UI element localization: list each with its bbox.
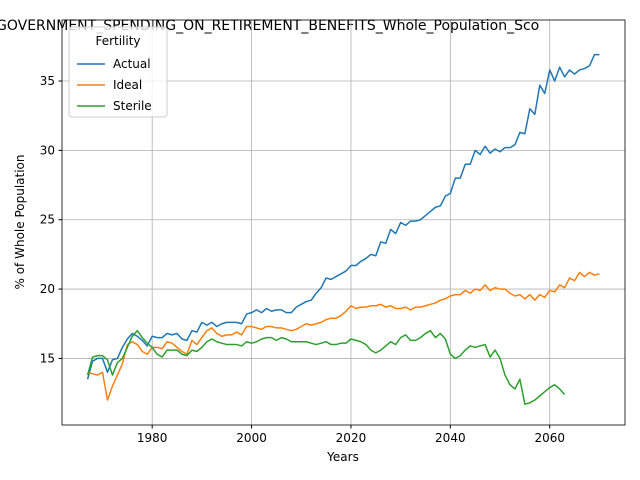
- legend-title: Fertility: [95, 34, 140, 48]
- y-tick-label: 25: [40, 213, 55, 227]
- legend-label: Actual: [113, 57, 151, 71]
- legend-label: Sterile: [113, 99, 152, 113]
- x-tick-label: 1980: [137, 431, 168, 445]
- legend-box: [68, 26, 168, 118]
- x-axis-label: Years: [326, 450, 359, 464]
- y-axis-label: % of Whole Population: [13, 155, 27, 290]
- x-tick-label: 2020: [336, 431, 367, 445]
- y-tick-label: 30: [40, 143, 55, 157]
- x-tick-label: 2000: [236, 431, 267, 445]
- line-series: [87, 271, 600, 401]
- x-tick-label: 2040: [435, 431, 466, 445]
- y-tick-label: 35: [40, 74, 55, 88]
- line-series: [86, 53, 600, 380]
- legend-label: Ideal: [113, 78, 142, 92]
- line-series: [86, 329, 566, 405]
- legend: Fertility Actual Ideal Sterile: [68, 26, 168, 118]
- plot-frame: [61, 19, 626, 426]
- y-tick-label: 15: [40, 351, 55, 365]
- x-tick-label: 2060: [534, 431, 565, 445]
- y-tick-label: 20: [40, 282, 55, 296]
